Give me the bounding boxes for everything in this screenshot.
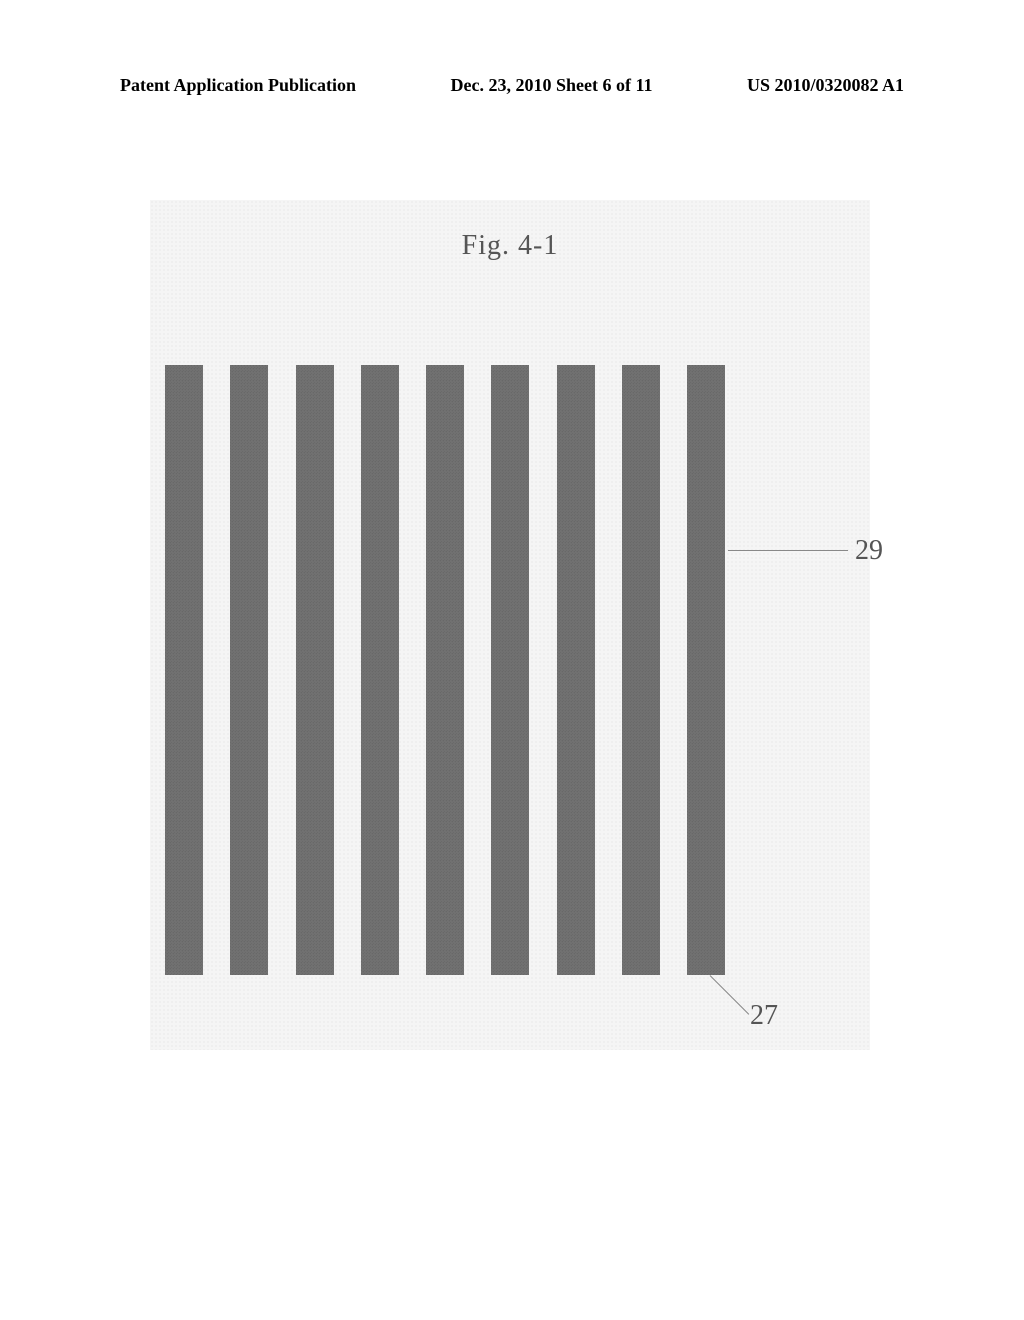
reference-label-27: 27	[750, 1000, 778, 1032]
bars-container	[165, 365, 725, 975]
header-left: Patent Application Publication	[120, 75, 356, 96]
header-right: US 2010/0320082 A1	[747, 75, 904, 96]
bar	[296, 365, 334, 975]
leader-line-29	[728, 550, 848, 551]
figure-title: Fig. 4-1	[462, 230, 559, 262]
figure-container: Fig. 4-1 29 27	[150, 200, 870, 1050]
bar	[557, 365, 595, 975]
bar	[622, 365, 660, 975]
bar	[361, 365, 399, 975]
reference-label-29: 29	[855, 535, 883, 567]
bar	[687, 365, 725, 975]
bar	[165, 365, 203, 975]
bar	[230, 365, 268, 975]
bar	[426, 365, 464, 975]
page-header: Patent Application Publication Dec. 23, …	[0, 75, 1024, 96]
bar	[491, 365, 529, 975]
header-center: Dec. 23, 2010 Sheet 6 of 11	[451, 75, 653, 96]
